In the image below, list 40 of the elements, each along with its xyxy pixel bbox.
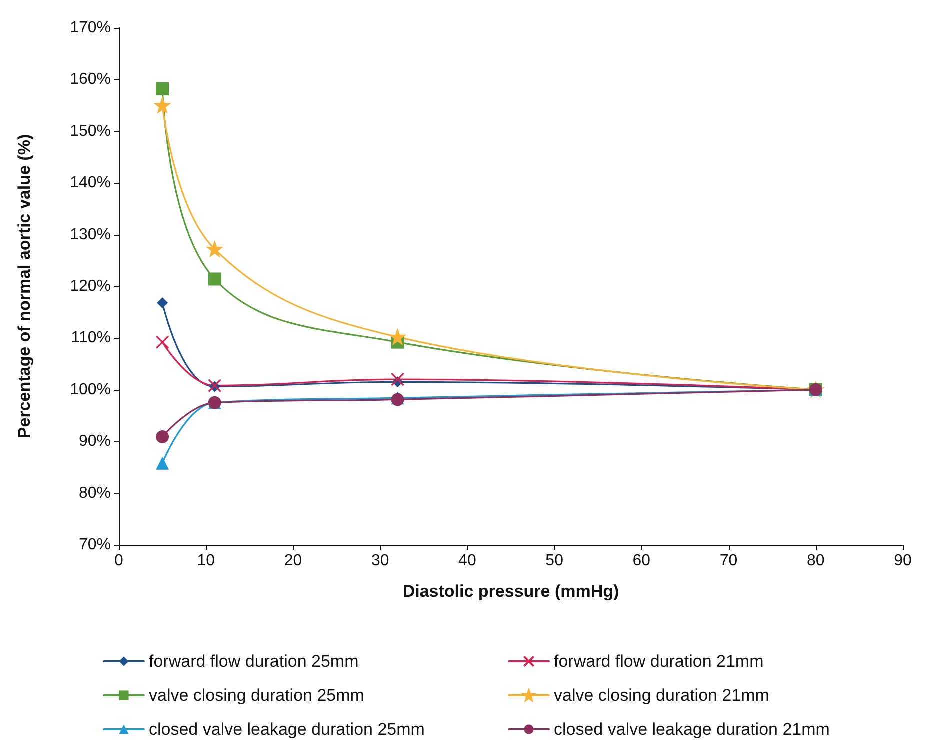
- point: [156, 82, 170, 96]
- x-tick-label: 70: [720, 552, 738, 570]
- point: [156, 336, 170, 350]
- y-tick-label: 130%: [70, 226, 111, 244]
- point: [157, 298, 168, 309]
- x-tick-label: 0: [114, 552, 124, 570]
- x-tick-label: 50: [546, 552, 564, 570]
- point: [156, 456, 170, 470]
- legend-label: valve closing duration 25mm: [149, 686, 364, 705]
- x-tick-label: 80: [806, 552, 825, 570]
- point: [390, 372, 405, 386]
- legend-label: forward flow duration 25mm: [149, 652, 359, 671]
- x-tick-label: 40: [458, 552, 476, 570]
- legend-label: closed valve leakage duration 21mm: [554, 720, 830, 739]
- y-tick-label: 160%: [70, 71, 111, 88]
- legend-label: closed valve leakage duration 25mm: [149, 720, 425, 739]
- y-tick-label: 110%: [71, 330, 111, 347]
- x-tick-label: 20: [284, 552, 302, 570]
- y-tick-label: 120%: [70, 278, 111, 295]
- y-tick-label: 170%: [70, 20, 111, 36]
- x-tick-label: 30: [371, 552, 390, 570]
- point: [155, 98, 170, 113]
- x-tick-label: 10: [197, 552, 216, 570]
- y-tick-label: 90%: [78, 433, 111, 450]
- legend-label: forward flow duration 21mm: [554, 652, 764, 671]
- legend-label: valve closing duration 21mm: [554, 686, 770, 705]
- y-tick-label: 100%: [70, 381, 111, 398]
- point: [208, 242, 222, 257]
- y-tick-label: 70%: [78, 536, 111, 554]
- y-axis-title: Percentage of normal aortic value (%): [15, 134, 34, 439]
- y-tick-label: 80%: [78, 484, 111, 502]
- point: [390, 330, 406, 344]
- x-tick-label: 90: [894, 552, 912, 570]
- y-tick-label: 140%: [70, 174, 111, 192]
- point: [208, 272, 222, 286]
- y-tick-label: 150%: [70, 122, 111, 140]
- point: [208, 378, 222, 393]
- point: [156, 430, 170, 444]
- x-tick-label: 60: [632, 552, 651, 570]
- x-axis-title: Diastolic pressure (mmHg): [402, 582, 620, 601]
